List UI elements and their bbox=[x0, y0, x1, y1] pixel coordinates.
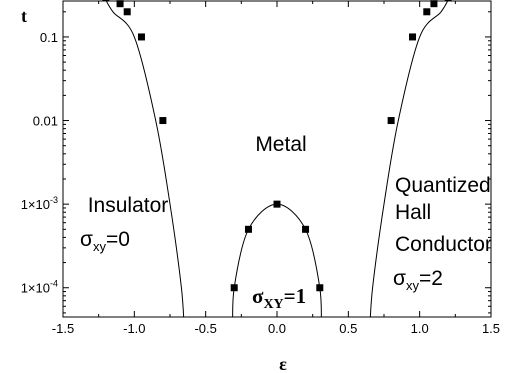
insulator-sigma-sub: xy bbox=[93, 239, 107, 254]
center-sigma: σ bbox=[252, 284, 264, 308]
qhc-label-line1: Quantized bbox=[395, 174, 491, 197]
qhc-sigma: σ bbox=[393, 267, 406, 290]
x-tick-label: 0.0 bbox=[268, 321, 286, 336]
data-point bbox=[159, 117, 167, 125]
x-tick-label: 0.5 bbox=[339, 321, 357, 336]
x-tick-label: -0.5 bbox=[194, 321, 216, 336]
data-point bbox=[444, 0, 452, 1]
x-axis-title: ε bbox=[279, 354, 287, 373]
y-tick-label-exponent: -3 bbox=[50, 195, 58, 205]
data-point bbox=[430, 0, 438, 8]
data-point bbox=[123, 8, 131, 16]
annotations: t ε Metal Insulator σxy=0 Quantized Hall… bbox=[21, 6, 492, 373]
data-point bbox=[244, 225, 252, 233]
insulator-label: Insulator bbox=[88, 194, 169, 217]
center-conductivity: σXY=1 bbox=[252, 284, 306, 312]
y-tick-label-mantissa: 1×10 bbox=[21, 281, 50, 296]
y-tick-label: 0.01 bbox=[33, 114, 58, 129]
data-point bbox=[230, 284, 238, 292]
phase-boundary-2 bbox=[369, 1, 449, 317]
axes: -1.5 -1.0 -0.5 0.0 0.5 1.0 1.51×10-41×10-30.01… bbox=[21, 0, 500, 336]
data-point bbox=[316, 284, 324, 292]
data-point bbox=[302, 225, 310, 233]
y-tick-label-exponent: -4 bbox=[50, 279, 58, 289]
phase-boundary-1 bbox=[105, 1, 185, 317]
qhc-conductivity: σxy=2 bbox=[393, 267, 443, 293]
data-point bbox=[102, 0, 110, 1]
insulator-sigma-value: =0 bbox=[106, 228, 130, 251]
data-point bbox=[387, 117, 395, 125]
x-tick-label: 1.0 bbox=[411, 321, 429, 336]
y-tick-label: 1×10-4 bbox=[21, 279, 58, 296]
data-point bbox=[409, 33, 417, 41]
insulator-conductivity: σxy=0 bbox=[80, 228, 130, 254]
data-point bbox=[137, 33, 145, 41]
x-tick-label: -1.5 bbox=[52, 321, 74, 336]
y-tick-label: 0.1 bbox=[40, 30, 58, 45]
x-tick-label: -1.0 bbox=[123, 321, 145, 336]
qhc-sigma-value: =2 bbox=[419, 267, 443, 290]
data-points bbox=[102, 0, 452, 292]
y-tick-label-mantissa: 1×10 bbox=[21, 197, 50, 212]
qhc-sigma-sub: xy bbox=[406, 278, 420, 293]
y-tick-label: 1×10-3 bbox=[21, 195, 58, 212]
insulator-sigma: σ bbox=[80, 228, 93, 251]
y-axis-title: t bbox=[21, 6, 27, 26]
center-sigma-sub: XY bbox=[263, 297, 283, 312]
data-point bbox=[116, 0, 124, 8]
qhc-label-line2: Hall bbox=[395, 201, 431, 224]
qhc-label-line3: Conductor bbox=[395, 233, 492, 256]
center-sigma-value: =1 bbox=[284, 284, 306, 308]
metal-label: Metal bbox=[255, 133, 306, 156]
data-point bbox=[423, 8, 431, 16]
x-tick-label: 1.5 bbox=[482, 321, 500, 336]
data-point bbox=[273, 200, 281, 208]
